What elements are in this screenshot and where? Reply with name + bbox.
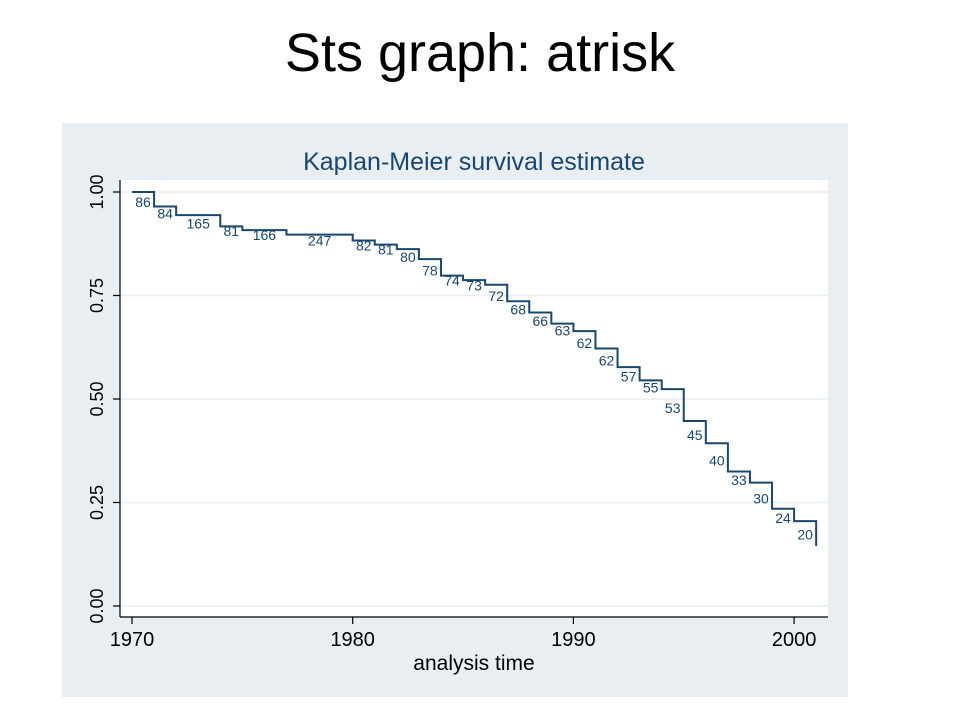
x-tick-label-2: 1990 — [551, 629, 596, 651]
at-risk-label-20: 53 — [665, 400, 681, 416]
x-tick-label-3: 2000 — [772, 629, 817, 651]
at-risk-labels: 86 84 165 81 166 247 82 81 80 78 74 73 72 68 66 63 62 62 5… — [135, 194, 813, 542]
survival-step-line — [132, 191, 818, 546]
at-risk-label-12: 72 — [488, 288, 504, 304]
at-risk-label-11: 73 — [466, 277, 482, 293]
at-risk-label-26: 20 — [797, 526, 813, 542]
at-risk-label-9: 78 — [422, 262, 438, 278]
chart-title: Kaplan-Meier survival estimate — [303, 148, 645, 176]
at-risk-label-4: 166 — [253, 227, 277, 243]
at-risk-label-10: 74 — [444, 273, 460, 289]
at-risk-label-2: 165 — [187, 216, 211, 232]
x-tick-label-1: 1980 — [330, 629, 375, 651]
x-axis-label: analysis time — [413, 652, 534, 675]
at-risk-label-23: 33 — [731, 472, 747, 488]
y-tick-label-0: 0.00 — [87, 588, 107, 623]
at-risk-label-8: 80 — [400, 249, 416, 265]
at-risk-label-7: 81 — [378, 242, 394, 258]
at-risk-label-14: 66 — [533, 313, 549, 329]
survival-series — [132, 191, 818, 546]
at-risk-label-6: 82 — [356, 238, 372, 254]
at-risk-label-22: 40 — [709, 452, 725, 468]
at-risk-label-3: 81 — [224, 223, 240, 239]
at-risk-label-0: 86 — [135, 194, 151, 210]
y-tick-label-2: 0.50 — [87, 381, 107, 416]
at-risk-label-1: 84 — [157, 206, 173, 222]
x-tick-label-0: 1970 — [110, 629, 155, 651]
at-risk-label-13: 68 — [510, 302, 526, 318]
y-tick-label-3: 0.75 — [87, 278, 107, 313]
slide-title: Sts graph: atrisk — [284, 23, 676, 83]
at-risk-label-18: 57 — [621, 369, 637, 385]
grid-lines — [120, 191, 828, 607]
y-tick-label-1: 0.25 — [87, 485, 107, 520]
at-risk-label-25: 24 — [775, 510, 791, 526]
axes: 0.00 0.25 0.50 0.75 1.00 1970 1980 1990 2000 — [87, 174, 828, 651]
y-tick-label-4: 1.00 — [87, 174, 107, 209]
at-risk-label-21: 45 — [687, 427, 703, 443]
at-risk-label-5: 247 — [308, 233, 332, 249]
at-risk-label-16: 62 — [577, 335, 593, 351]
at-risk-label-24: 30 — [753, 490, 769, 506]
at-risk-label-15: 63 — [555, 322, 571, 338]
at-risk-label-19: 55 — [643, 380, 659, 396]
at-risk-label-17: 62 — [599, 353, 615, 369]
